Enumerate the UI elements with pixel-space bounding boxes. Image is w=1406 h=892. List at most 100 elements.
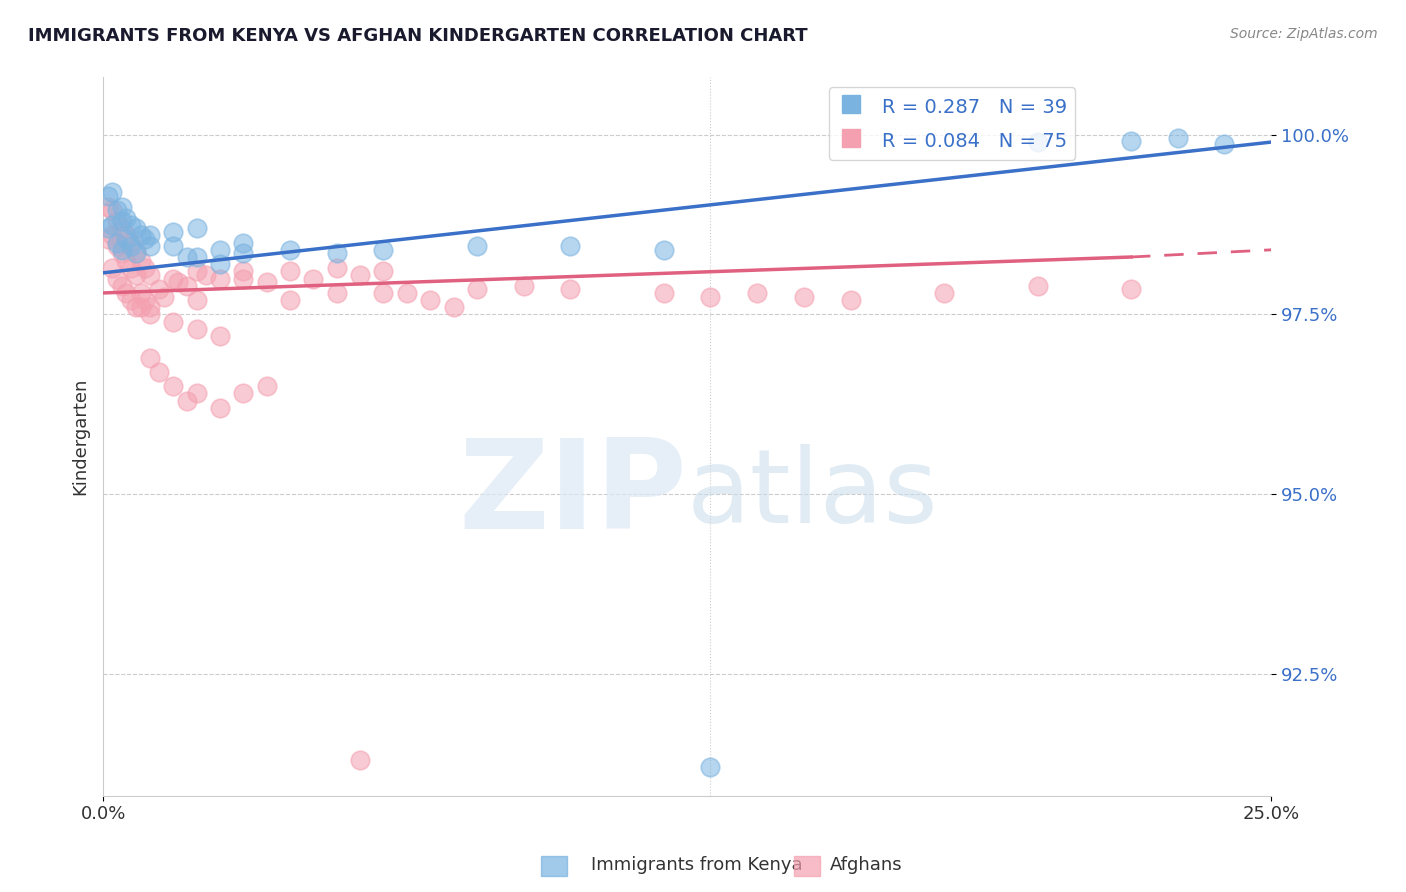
Point <box>101 203 124 218</box>
Point <box>395 285 418 300</box>
Point <box>101 218 124 232</box>
Point <box>699 289 721 303</box>
Point <box>176 250 198 264</box>
Point <box>129 285 152 300</box>
Point <box>125 268 148 282</box>
Point <box>115 211 138 225</box>
Point <box>139 308 162 322</box>
Point <box>325 260 347 275</box>
Point <box>115 232 138 246</box>
Point <box>139 301 162 315</box>
Point <box>443 301 465 315</box>
Point <box>793 289 815 303</box>
Point <box>208 271 231 285</box>
Point <box>373 243 395 257</box>
Point <box>134 232 156 246</box>
Point <box>839 293 862 307</box>
Point <box>232 264 254 278</box>
Text: Immigrants from Kenya: Immigrants from Kenya <box>591 856 803 874</box>
Point <box>208 329 231 343</box>
Point <box>186 250 208 264</box>
Point <box>105 214 128 228</box>
Point <box>134 260 156 275</box>
Point <box>167 275 190 289</box>
Point <box>1026 135 1049 149</box>
Point <box>115 228 138 243</box>
Point <box>652 285 675 300</box>
Point <box>162 315 184 329</box>
Point <box>1167 131 1189 145</box>
Point <box>256 275 278 289</box>
Point <box>101 186 124 200</box>
Point <box>278 293 301 307</box>
Point <box>232 235 254 250</box>
Point <box>302 271 325 285</box>
Point <box>208 401 231 415</box>
Point <box>101 228 124 243</box>
Point <box>325 285 347 300</box>
Text: ZIP: ZIP <box>458 434 688 555</box>
Point <box>465 282 488 296</box>
Point <box>194 268 217 282</box>
Point <box>120 235 142 250</box>
Point <box>176 393 198 408</box>
Text: Afghans: Afghans <box>830 856 903 874</box>
Point <box>125 243 148 257</box>
Point <box>232 386 254 401</box>
Point <box>278 264 301 278</box>
Legend: R = 0.287   N = 39, R = 0.084   N = 75: R = 0.287 N = 39, R = 0.084 N = 75 <box>830 87 1074 160</box>
Point <box>129 228 152 243</box>
Point <box>125 301 148 315</box>
Point <box>134 293 156 307</box>
Y-axis label: Kindergarten: Kindergarten <box>72 378 89 495</box>
Point <box>208 243 231 257</box>
Point <box>186 264 208 278</box>
Point <box>105 203 128 218</box>
Point <box>349 753 371 767</box>
Point <box>115 253 138 268</box>
Point <box>120 293 142 307</box>
Point <box>97 232 120 246</box>
Point <box>111 243 134 257</box>
Point <box>349 268 371 282</box>
Point <box>232 246 254 260</box>
Point <box>512 278 534 293</box>
Point <box>139 228 162 243</box>
Point <box>208 257 231 271</box>
Text: Source: ZipAtlas.com: Source: ZipAtlas.com <box>1230 27 1378 41</box>
Point <box>97 189 120 203</box>
Point <box>162 225 184 239</box>
Point <box>560 239 582 253</box>
Point <box>148 365 170 379</box>
Point <box>139 268 162 282</box>
Point <box>139 239 162 253</box>
Point <box>111 214 134 228</box>
Point <box>105 239 128 253</box>
Point <box>139 351 162 365</box>
Point <box>186 293 208 307</box>
Point <box>373 264 395 278</box>
Point <box>186 322 208 336</box>
Point <box>111 278 134 293</box>
Point <box>125 221 148 235</box>
Point <box>232 271 254 285</box>
Point <box>652 243 675 257</box>
Point <box>162 271 184 285</box>
Point <box>111 246 134 260</box>
Point <box>176 278 198 293</box>
Point <box>111 221 134 235</box>
Point <box>129 301 152 315</box>
Point <box>111 200 134 214</box>
Text: IMMIGRANTS FROM KENYA VS AFGHAN KINDERGARTEN CORRELATION CHART: IMMIGRANTS FROM KENYA VS AFGHAN KINDERGA… <box>28 27 807 45</box>
Point <box>115 285 138 300</box>
Point <box>256 379 278 393</box>
Point <box>560 282 582 296</box>
Point <box>186 221 208 235</box>
Text: atlas: atlas <box>688 443 939 544</box>
Point <box>162 379 184 393</box>
Point <box>1119 282 1142 296</box>
Point <box>153 289 176 303</box>
Point <box>699 760 721 774</box>
Point <box>101 260 124 275</box>
Point <box>747 285 769 300</box>
